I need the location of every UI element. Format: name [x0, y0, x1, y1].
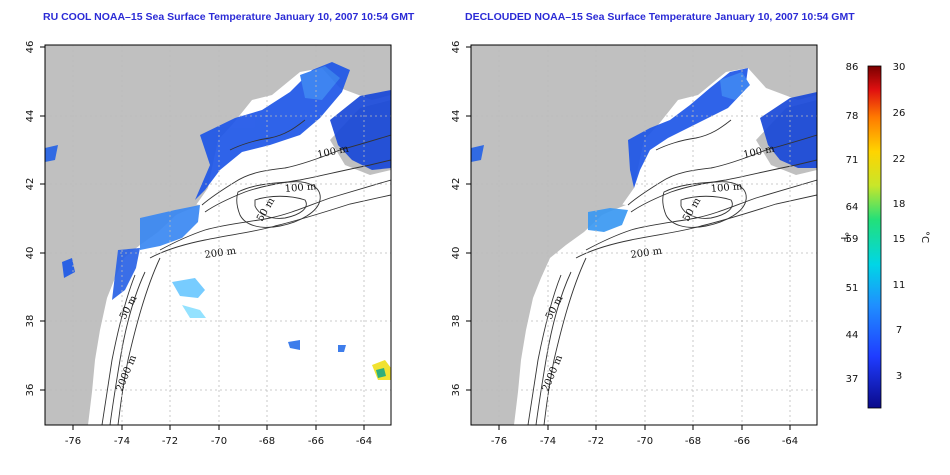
sst-cold-water: [45, 62, 391, 380]
lon-tick-label: -64: [782, 436, 798, 447]
colorbar-f-tick: 44: [846, 330, 859, 341]
colorbar-f-tick: 37: [846, 374, 859, 385]
colorbar-celsius-ticks: 30 26 22 18 15 11 7 3: [893, 62, 906, 382]
colorbar-f-tick: 64: [846, 202, 859, 213]
sst-cold-water: [471, 68, 817, 232]
lat-tick-label: 42: [25, 178, 36, 191]
contour-label: 100 m: [284, 181, 317, 195]
lat-tick-label: 46: [25, 41, 36, 54]
longitude-labels: -76 -74 -72 -70 -68 -66 -64: [491, 436, 798, 447]
colorbar-c-tick: 22: [893, 154, 906, 165]
right-panel-title: DECLOUDED NOAA–15 Sea Surface Temperatur…: [465, 11, 855, 23]
lon-tick-label: -70: [211, 436, 227, 447]
axis-ticks: [40, 46, 365, 430]
contour-label: 200 m: [204, 246, 237, 261]
colorbar-c-tick: 30: [893, 62, 906, 73]
lon-tick-label: -68: [259, 436, 275, 447]
lon-tick-label: -66: [734, 436, 750, 447]
lon-tick-label: -74: [540, 436, 556, 447]
temperature-colorbar: °F °C 86 78 71 64 59 51 44 37 30 26 22 1…: [838, 62, 930, 409]
lat-tick-label: 44: [25, 110, 36, 123]
contour-label: 200 m: [630, 246, 663, 261]
lat-tick-label: 36: [25, 384, 36, 397]
colorbar-c-tick: 26: [893, 108, 906, 119]
longitude-labels: -76 -74 -72 -70 -68 -66 -64: [65, 436, 372, 447]
colorbar-c-tick: 18: [893, 199, 906, 210]
lon-tick-label: -76: [65, 436, 81, 447]
lat-tick-label: 40: [451, 247, 462, 260]
lon-tick-label: -70: [637, 436, 653, 447]
map-frame: [44, 44, 392, 426]
lon-tick-label: -66: [308, 436, 324, 447]
lat-lon-grid: [45, 45, 391, 425]
latitude-labels: 46 44 42 40 38 36: [25, 41, 36, 397]
lon-tick-label: -72: [588, 436, 604, 447]
colorbar-c-tick: 11: [893, 280, 906, 291]
colorbar-celsius-unit: °C: [919, 231, 930, 243]
latitude-labels: 46 44 42 40 38 36: [451, 41, 462, 397]
lon-tick-label: -64: [356, 436, 372, 447]
colorbar-gradient: [867, 65, 882, 409]
axis-ticks: [466, 46, 791, 430]
lat-tick-label: 46: [451, 41, 462, 54]
land: [45, 45, 391, 425]
colorbar-c-tick: 15: [893, 234, 906, 245]
right-map-panel: 100 m 100 m 50 m 200 m 50 m 2000 m 46 44…: [451, 41, 818, 447]
contour-label: 100 m: [710, 181, 743, 195]
colorbar-fahrenheit-unit: °F: [838, 232, 849, 243]
lat-tick-label: 44: [451, 110, 462, 123]
lat-lon-grid: [471, 45, 817, 425]
colorbar-c-tick: 7: [896, 325, 902, 336]
bathymetry-contours: [527, 119, 817, 425]
colorbar-f-tick: 59: [846, 234, 859, 245]
lon-tick-label: -74: [114, 436, 130, 447]
lon-tick-label: -72: [162, 436, 178, 447]
colorbar-f-tick: 71: [846, 155, 859, 166]
lat-tick-label: 38: [451, 315, 462, 328]
map-frame: [470, 44, 818, 426]
colorbar-f-tick: 86: [846, 62, 859, 73]
colorbar-fahrenheit-ticks: 86 78 71 64 59 51 44 37: [846, 62, 859, 385]
lat-tick-label: 38: [25, 315, 36, 328]
colorbar-c-tick: 3: [896, 371, 902, 382]
left-map-panel: 100 m 100 m 50 m 200 m 50 m 2000 m 46 44…: [25, 41, 392, 447]
left-panel-title: RU COOL NOAA–15 Sea Surface Temperature …: [43, 11, 415, 23]
colorbar-f-tick: 51: [846, 283, 859, 294]
lat-tick-label: 40: [25, 247, 36, 260]
lat-tick-label: 42: [451, 178, 462, 191]
lon-tick-label: -76: [491, 436, 507, 447]
lat-tick-label: 36: [451, 384, 462, 397]
bathymetry-contours: [101, 119, 391, 425]
lon-tick-label: -68: [685, 436, 701, 447]
land: [471, 45, 817, 425]
colorbar-f-tick: 78: [846, 111, 859, 122]
